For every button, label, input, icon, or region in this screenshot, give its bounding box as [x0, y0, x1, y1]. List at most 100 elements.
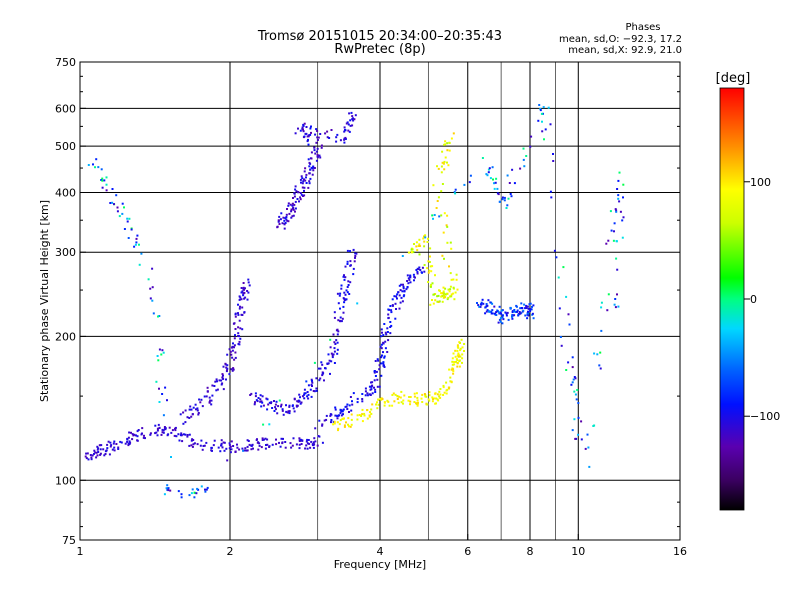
data-point: [130, 228, 133, 231]
data-point: [495, 314, 498, 316]
data-point: [231, 349, 234, 352]
data-point: [302, 195, 304, 197]
data-point: [415, 392, 418, 395]
data-point: [303, 186, 306, 189]
data-point: [423, 270, 426, 273]
data-point: [600, 329, 603, 332]
data-point: [98, 444, 101, 447]
data-point: [519, 307, 522, 310]
data-point: [499, 320, 502, 323]
data-point: [615, 257, 618, 260]
data-point: [130, 431, 132, 434]
data-point: [309, 127, 312, 130]
data-point: [449, 241, 452, 244]
data-point: [325, 414, 328, 417]
data-point: [453, 361, 456, 363]
data-point: [482, 302, 485, 305]
data-point: [567, 313, 570, 316]
data-point: [552, 160, 555, 162]
data-point: [354, 255, 357, 257]
data-point: [193, 491, 196, 494]
data-point: [389, 332, 392, 335]
data-point: [274, 408, 277, 411]
data-point: [305, 173, 308, 176]
data-point: [396, 297, 398, 300]
data-point: [494, 312, 496, 315]
data-point: [446, 241, 449, 244]
data-point: [501, 196, 504, 199]
data-point: [412, 251, 415, 254]
data-point: [361, 420, 364, 423]
data-point: [417, 245, 420, 247]
data-point: [445, 381, 448, 384]
data-point: [301, 395, 304, 398]
data-point: [298, 447, 301, 450]
data-point: [439, 396, 442, 399]
data-point: [375, 370, 378, 373]
data-point: [370, 385, 373, 388]
data-point: [345, 289, 348, 292]
data-point: [456, 354, 459, 357]
data-point: [239, 337, 242, 340]
data-point: [429, 265, 432, 268]
data-point: [127, 444, 130, 447]
data-point: [344, 405, 347, 408]
data-point: [363, 414, 366, 417]
data-point: [226, 369, 228, 372]
data-point: [126, 220, 129, 223]
data-point: [288, 412, 291, 415]
data-point: [511, 317, 514, 320]
data-point: [184, 421, 187, 424]
data-point: [321, 441, 324, 444]
data-point: [115, 194, 118, 197]
data-point: [334, 414, 337, 417]
data-point: [157, 359, 160, 362]
data-point: [341, 417, 344, 420]
data-point: [415, 269, 418, 271]
data-point: [523, 303, 526, 306]
data-point: [568, 323, 571, 326]
data-point: [318, 154, 321, 157]
data-point: [335, 339, 338, 342]
data-point: [329, 346, 332, 349]
data-point: [283, 223, 286, 226]
data-point: [319, 133, 322, 135]
data-point: [348, 293, 351, 295]
data-point: [141, 427, 144, 430]
data-point: [356, 414, 359, 417]
data-point: [352, 273, 355, 276]
data-point: [307, 393, 310, 396]
data-point: [427, 237, 429, 240]
data-point: [255, 399, 258, 402]
data-point: [516, 309, 519, 312]
data-point: [242, 294, 245, 297]
data-point: [230, 448, 233, 451]
data-point: [247, 440, 250, 442]
data-point: [529, 308, 532, 311]
data-point: [186, 435, 189, 438]
data-point: [331, 356, 334, 359]
data-point: [274, 406, 277, 409]
data-point: [278, 399, 281, 402]
data-point: [232, 367, 235, 370]
data-point: [222, 377, 225, 380]
data-point: [349, 124, 352, 127]
data-point: [527, 307, 530, 310]
data-point: [119, 440, 122, 443]
data-point: [301, 182, 304, 185]
data-point: [453, 191, 456, 194]
data-point: [401, 300, 404, 303]
data-point: [311, 385, 313, 387]
data-point: [501, 198, 504, 201]
data-point: [432, 302, 435, 305]
data-point: [463, 183, 466, 186]
data-point: [323, 419, 326, 422]
data-point: [522, 147, 525, 150]
data-point: [437, 301, 440, 303]
data-point: [276, 226, 279, 229]
data-point: [438, 395, 441, 398]
data-point: [396, 293, 399, 296]
data-point: [382, 351, 384, 354]
data-point: [341, 410, 344, 413]
data-point: [171, 429, 174, 432]
